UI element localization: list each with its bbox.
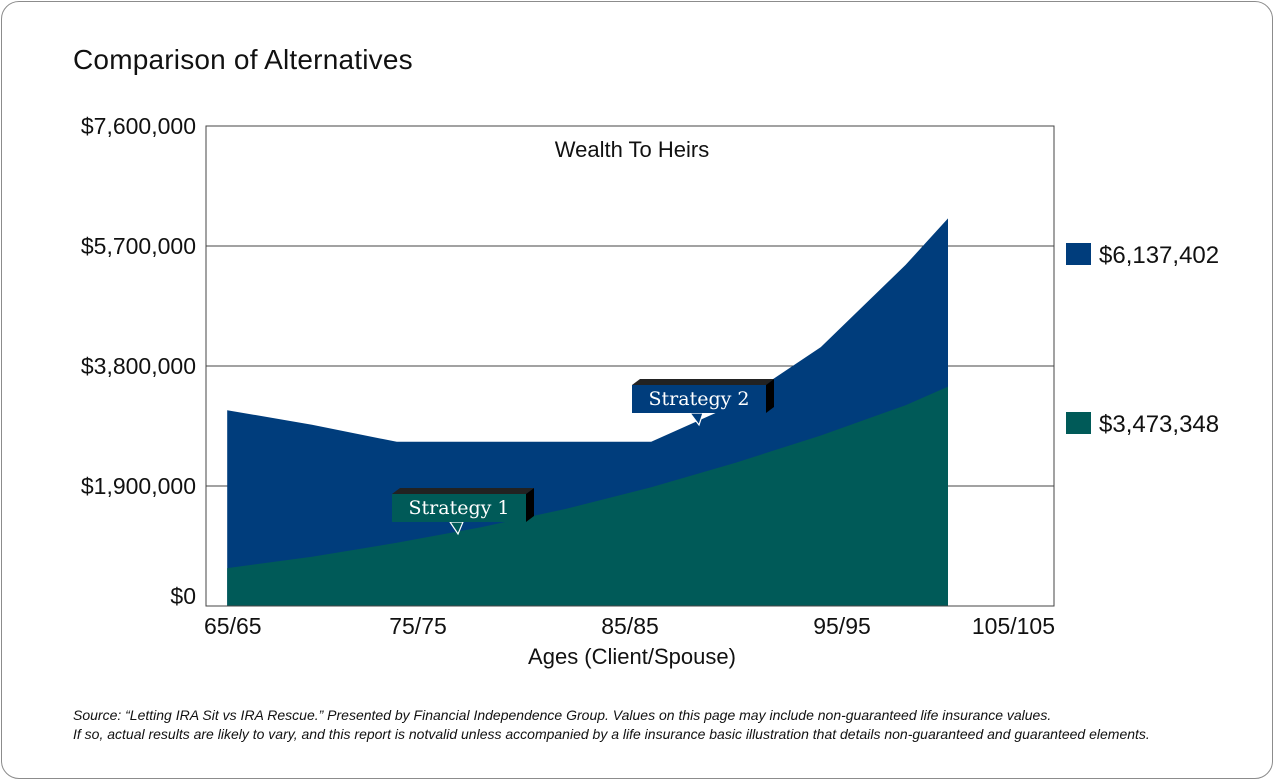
callout-strategy-2: Strategy 2 xyxy=(632,379,774,427)
callout-bevel-top xyxy=(632,379,774,385)
x-tick-label: 85/85 xyxy=(601,613,659,639)
y-tick-label: $7,600,000 xyxy=(81,113,196,139)
callout-bevel-side xyxy=(766,379,774,413)
callout-strategy-1: Strategy 1 xyxy=(392,488,534,536)
callout-label: Strategy 2 xyxy=(649,388,750,410)
x-tick-label: 95/95 xyxy=(813,613,871,639)
series-area-strategy-1 xyxy=(227,386,948,606)
chart-title: Wealth To Heirs xyxy=(555,137,709,162)
x-tick-label: 75/75 xyxy=(389,613,447,639)
y-tick-label: $5,700,000 xyxy=(81,233,196,259)
callout-label: Strategy 1 xyxy=(409,497,510,519)
x-tick-label: 105/105 xyxy=(972,613,1055,639)
wealth-chart: Wealth To Heirs $0 $1,900,000 $3,800,000 $5… xyxy=(81,113,1219,669)
callout-bevel-side xyxy=(526,488,534,522)
plot-border xyxy=(205,125,1055,607)
source-note: Source: “Letting IRA Sit vs IRA Rescue.”… xyxy=(73,706,1253,744)
x-axis-label: Ages (Client/Spouse) xyxy=(528,644,736,669)
callout-box xyxy=(392,494,526,522)
callout-box xyxy=(632,385,766,413)
legend-end-value: $6,137,402 xyxy=(1099,242,1219,269)
y-tick-label: $1,900,000 xyxy=(81,473,196,499)
y-tick-label: $0 xyxy=(170,583,196,609)
y-tick-label: $3,800,000 xyxy=(81,353,196,379)
source-line-2: If so, actual results are likely to vary… xyxy=(73,726,1150,742)
x-tick-label: 65/65 xyxy=(204,613,262,639)
page-title: Comparison of Alternatives xyxy=(73,44,413,75)
source-line-1: Source: “Letting IRA Sit vs IRA Rescue.”… xyxy=(73,707,1052,723)
legend-swatch xyxy=(1066,412,1091,434)
legend-swatch xyxy=(1066,243,1091,265)
legend-end-value: $3,473,348 xyxy=(1099,411,1219,438)
callout-bevel-top xyxy=(392,488,534,494)
